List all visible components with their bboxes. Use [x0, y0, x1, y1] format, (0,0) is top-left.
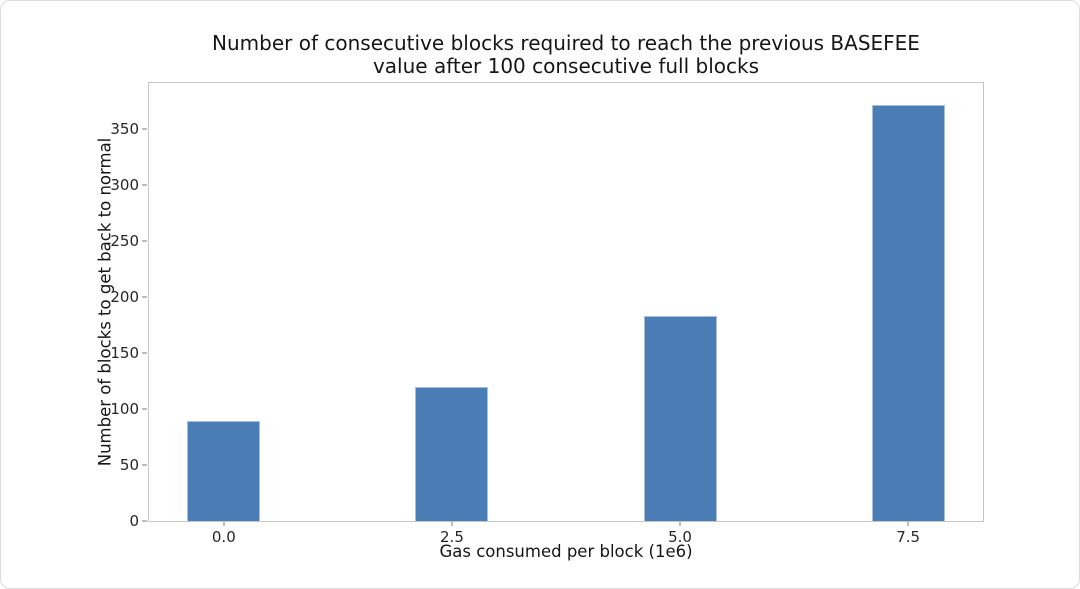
x-tick-label: 0.0 [211, 528, 236, 546]
bar-0.0 [187, 421, 261, 521]
chart-title: Number of consecutive blocks required to… [148, 32, 984, 78]
plot-area: 0.0 2.5 5.0 7.5 0 50 100 150 200 250 300 350 [110, 82, 984, 546]
y-tick-label: 0 [129, 512, 139, 530]
x-tick-label: 5.0 [668, 528, 692, 546]
bar-5.0 [643, 316, 717, 521]
x-tick-mark [679, 521, 681, 526]
bar-7.5 [871, 105, 945, 521]
chart-title-line-1: Number of consecutive blocks required to… [212, 31, 920, 55]
y-tick-label: 50 [119, 456, 139, 474]
x-tick-mark [223, 521, 225, 526]
y-tick-label: 200 [110, 287, 139, 306]
y-tick-label: 300 [110, 175, 139, 194]
y-tick-label: 100 [110, 399, 139, 418]
y-tick-mark [142, 240, 147, 242]
y-tick-mark [142, 296, 147, 298]
chart-title-line-2: value after 100 consecutive full blocks [372, 54, 760, 78]
x-tick-mark [907, 521, 909, 526]
y-tick-label: 250 [110, 231, 139, 250]
y-tick-mark [142, 408, 147, 410]
y-axis-label: Number of blocks to get back to normal [95, 137, 115, 467]
y-tick-label: 350 [110, 119, 139, 138]
y-tick-mark [142, 184, 147, 186]
x-tick-mark [451, 521, 453, 526]
y-tick-mark [142, 520, 147, 522]
x-tick-label: 7.5 [896, 528, 921, 546]
y-tick-label: 150 [110, 343, 139, 362]
bar-2.5 [415, 386, 489, 521]
x-axis-label: Gas consumed per block (1e6) [439, 542, 693, 561]
y-tick-mark [142, 128, 147, 130]
x-tick-label: 2.5 [440, 528, 464, 546]
y-tick-mark [142, 352, 147, 354]
y-tick-mark [142, 464, 147, 466]
